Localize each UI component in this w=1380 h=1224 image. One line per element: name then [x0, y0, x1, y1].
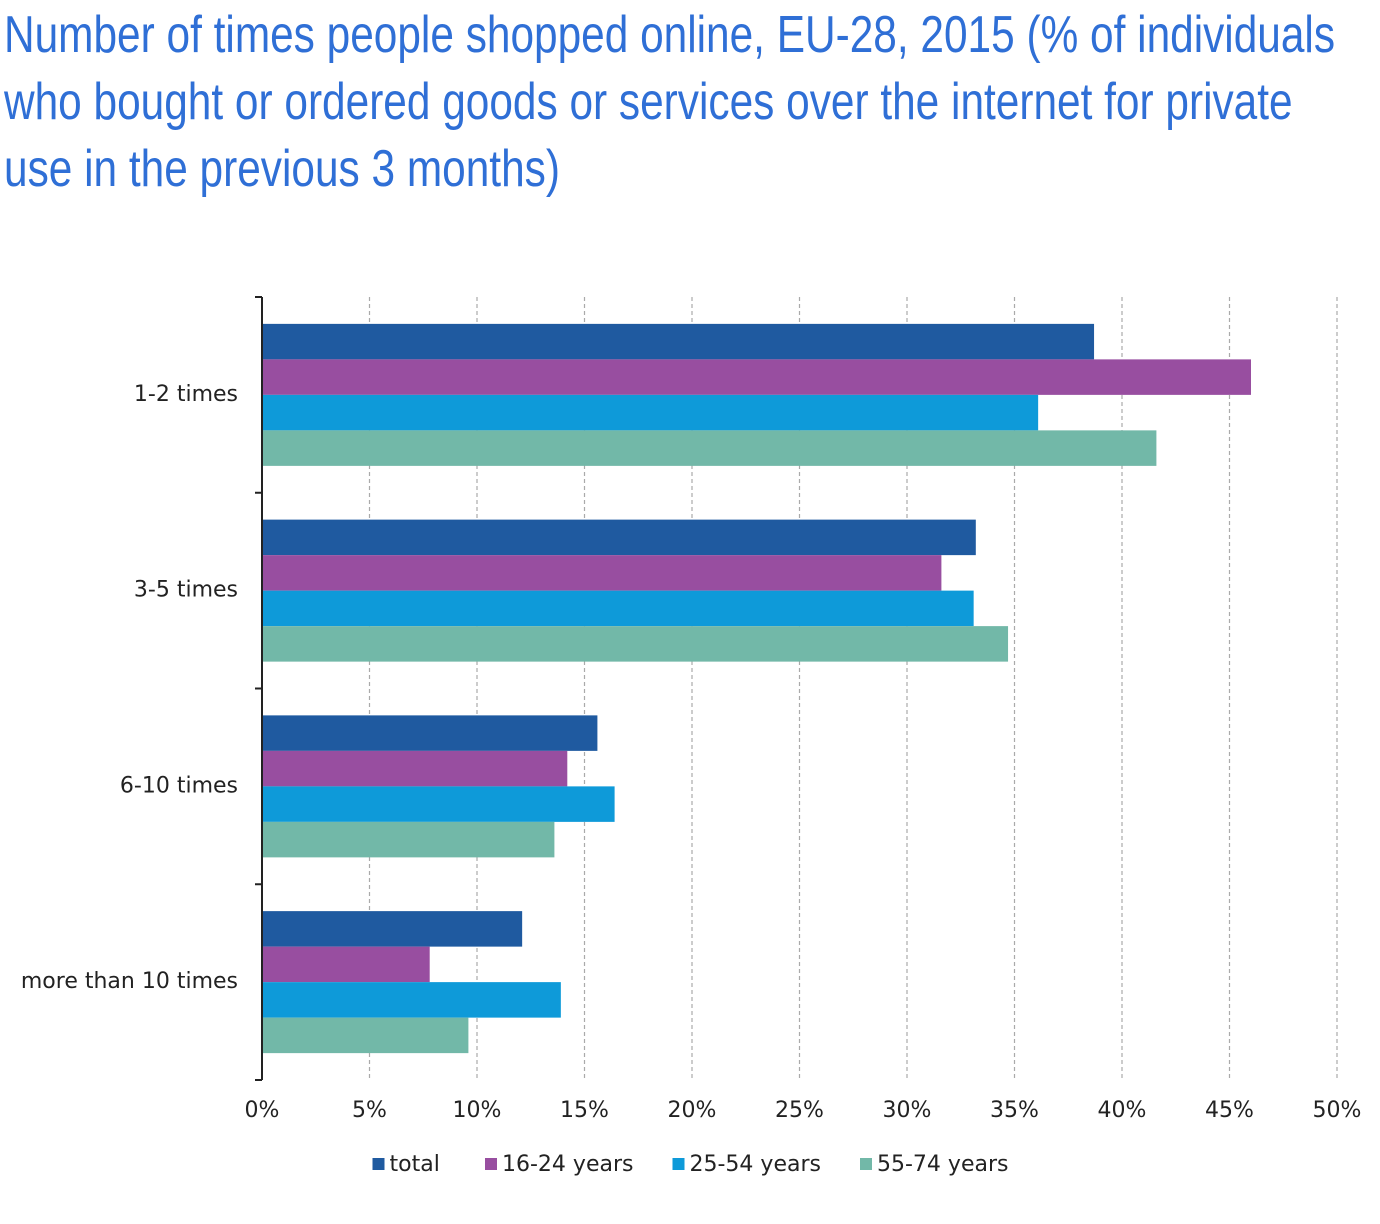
- x-tick-label: 25%: [775, 1098, 824, 1123]
- x-tick-label: 45%: [1205, 1098, 1254, 1123]
- bar: [262, 590, 974, 627]
- bar: [262, 394, 1039, 431]
- x-tick-label: 50%: [1313, 1098, 1362, 1123]
- legend-swatch: [860, 1158, 872, 1170]
- bar: [262, 715, 598, 751]
- legend-label: 25-54 years: [690, 1152, 821, 1177]
- y-tick-label: 3-5 times: [134, 578, 238, 603]
- bar: [262, 555, 942, 591]
- bar: [262, 786, 615, 822]
- x-tick-label: 40%: [1098, 1098, 1147, 1123]
- legend-label: total: [390, 1152, 440, 1177]
- legend-swatch: [372, 1158, 385, 1170]
- y-tick-label: 6-10 times: [120, 773, 238, 798]
- bar: [262, 519, 976, 556]
- bar: [262, 626, 1009, 662]
- bar: [262, 1017, 469, 1054]
- bar: [262, 821, 555, 858]
- bar: [262, 982, 561, 1018]
- y-tick-label: more than 10 times: [21, 969, 238, 994]
- legend-label: 55-74 years: [877, 1152, 1008, 1177]
- legend-swatch: [672, 1158, 685, 1170]
- y-tick-label: 1-2 times: [134, 382, 238, 407]
- legend-label: 16-24 years: [502, 1152, 633, 1177]
- x-tick-label: 20%: [668, 1098, 717, 1123]
- bar: [262, 911, 523, 947]
- x-tick-label: 10%: [453, 1098, 502, 1123]
- bar: [262, 323, 1095, 360]
- x-tick-label: 5%: [352, 1098, 387, 1123]
- chart-title: Number of times people shopped online, E…: [4, 6, 1336, 198]
- bar: [262, 359, 1251, 395]
- bar: [262, 430, 1157, 466]
- bar: [262, 750, 568, 787]
- x-tick-label: 35%: [990, 1098, 1039, 1123]
- x-tick-label: 0%: [245, 1098, 280, 1123]
- legend-swatch: [485, 1158, 497, 1170]
- x-tick-label: 15%: [560, 1098, 609, 1123]
- x-tick-label: 30%: [883, 1098, 932, 1123]
- bar: [262, 946, 430, 983]
